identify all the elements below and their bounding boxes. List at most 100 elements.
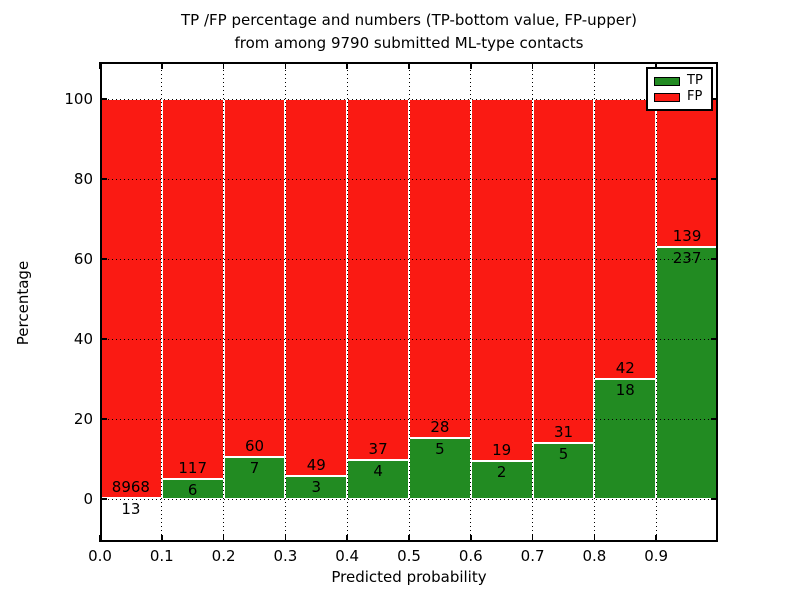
x-gridline: [532, 62, 534, 542]
tp-legend-swatch: [654, 76, 680, 86]
y-axis-label: Percentage: [14, 260, 32, 346]
tp-count-label: 237: [672, 248, 702, 267]
x-tick-mark: [346, 62, 348, 69]
x-tick-mark: [593, 535, 596, 542]
x-tick-mark: [655, 535, 657, 542]
y-tick-label: 0: [83, 490, 93, 508]
x-tick-label: 0.5: [397, 547, 421, 565]
fp-bar: [656, 99, 718, 247]
x-tick-label: 0.8: [582, 547, 607, 565]
x-tick-label: 0.1: [149, 547, 174, 565]
tp-count-label: 3: [311, 477, 322, 496]
x-gridline: [284, 62, 286, 542]
y-tick-label: 20: [73, 410, 93, 428]
plot-area: TP FP 8968 13 117 6 60 7 49 3 37 4 28 5 19 2 31 5 42 18 13…: [64, 62, 718, 565]
y-tick-mark: [100, 178, 107, 180]
tp-count-label: 4: [373, 461, 383, 480]
x-gridline: [223, 62, 225, 542]
fp-count-label: 117: [178, 459, 208, 478]
chart-title-line1: TP /FP percentage and numbers (TP-bottom…: [181, 11, 637, 29]
fp-legend-swatch: [654, 92, 680, 102]
y-tick-mark: [711, 258, 718, 260]
tp-bar: [223, 457, 286, 499]
tp-count-label: 6: [187, 481, 198, 500]
x-tick-mark: [408, 62, 410, 69]
fp-bar: [532, 99, 595, 444]
fp-bar: [594, 99, 657, 379]
y-tick-mark: [100, 338, 107, 340]
fp-count-label: 31: [553, 423, 574, 442]
tp-count-label: 13: [121, 500, 141, 519]
y-gridline: [100, 98, 718, 100]
chart-title-line2: from among 9790 submitted ML-type contac…: [234, 34, 584, 52]
fp-bar: [347, 99, 409, 460]
x-tick-mark: [161, 535, 163, 542]
y-tick-label: 60: [73, 250, 93, 268]
fp-bar: [285, 99, 348, 476]
spine-right: [716, 62, 718, 542]
x-axis-label: Predicted probability: [331, 568, 487, 586]
y-tick-mark: [711, 178, 718, 180]
x-tick-mark: [99, 535, 101, 542]
x-tick-mark: [222, 535, 225, 542]
y-tick-mark: [100, 498, 107, 500]
fp-bar: [223, 99, 286, 458]
fp-count-label: 60: [244, 437, 265, 456]
legend-row-tp: TP: [654, 74, 705, 88]
x-tick-mark: [531, 62, 534, 69]
tp-bar: [470, 460, 533, 499]
fp-bar: [470, 99, 533, 461]
x-tick-mark: [593, 62, 596, 69]
legend-row-fp: FP: [654, 90, 705, 104]
fp-count-label: 139: [672, 226, 702, 245]
spine-left: [100, 62, 102, 542]
x-tick-mark: [408, 535, 410, 542]
x-tick-label: 0.9: [644, 547, 669, 565]
x-gridline: [470, 62, 472, 542]
fp-count-label: 28: [430, 418, 450, 437]
fp-bar: [161, 99, 224, 480]
y-gridline: [100, 178, 718, 180]
x-tick-mark: [284, 535, 287, 542]
fp-count-label: 19: [492, 440, 512, 459]
y-gridline: [100, 498, 718, 500]
y-tick-label: 80: [73, 170, 93, 188]
x-tick-mark: [222, 62, 225, 69]
fp-count-label: 49: [306, 455, 326, 474]
x-tick-mark: [346, 535, 348, 542]
x-tick-label: 0.2: [211, 547, 236, 565]
x-tick-mark: [470, 535, 472, 542]
x-tick-mark: [161, 62, 163, 69]
x-tick-mark: [284, 62, 287, 69]
legend: TP FP: [646, 67, 713, 111]
y-tick-mark: [711, 498, 718, 500]
x-tick-label: 0.4: [335, 547, 360, 565]
x-gridline: [408, 62, 410, 542]
x-tick-label: 0.7: [520, 547, 545, 565]
y-tick-mark: [711, 338, 718, 340]
fp-bar: [409, 99, 471, 439]
y-tick-mark: [100, 418, 107, 420]
fp-count-label: 8968: [111, 478, 150, 497]
y-tick-label: 40: [73, 330, 93, 348]
chart-title: TP /FP percentage and numbers (TP-bottom…: [100, 9, 718, 55]
fp-count-label: 42: [615, 359, 635, 377]
tp-count-label: 18: [615, 381, 635, 399]
tp-count-label: 7: [249, 459, 260, 478]
x-gridline: [161, 62, 163, 542]
x-gridline: [593, 62, 595, 542]
x-tick-mark: [470, 62, 472, 69]
tp-legend-label: TP: [687, 73, 703, 88]
tp-count-label: 5: [558, 445, 569, 464]
fp-count-label: 37: [368, 439, 388, 458]
x-tick-mark: [655, 62, 657, 69]
y-gridline: [100, 258, 718, 260]
x-tick-label: 0.6: [458, 547, 483, 565]
x-tick-label: 0.0: [88, 547, 112, 565]
y-gridline: [100, 338, 718, 340]
y-tick-mark: [100, 98, 107, 100]
x-tick-mark: [531, 535, 534, 542]
tp-count-label: 5: [435, 440, 445, 459]
y-tick-mark: [100, 258, 107, 260]
